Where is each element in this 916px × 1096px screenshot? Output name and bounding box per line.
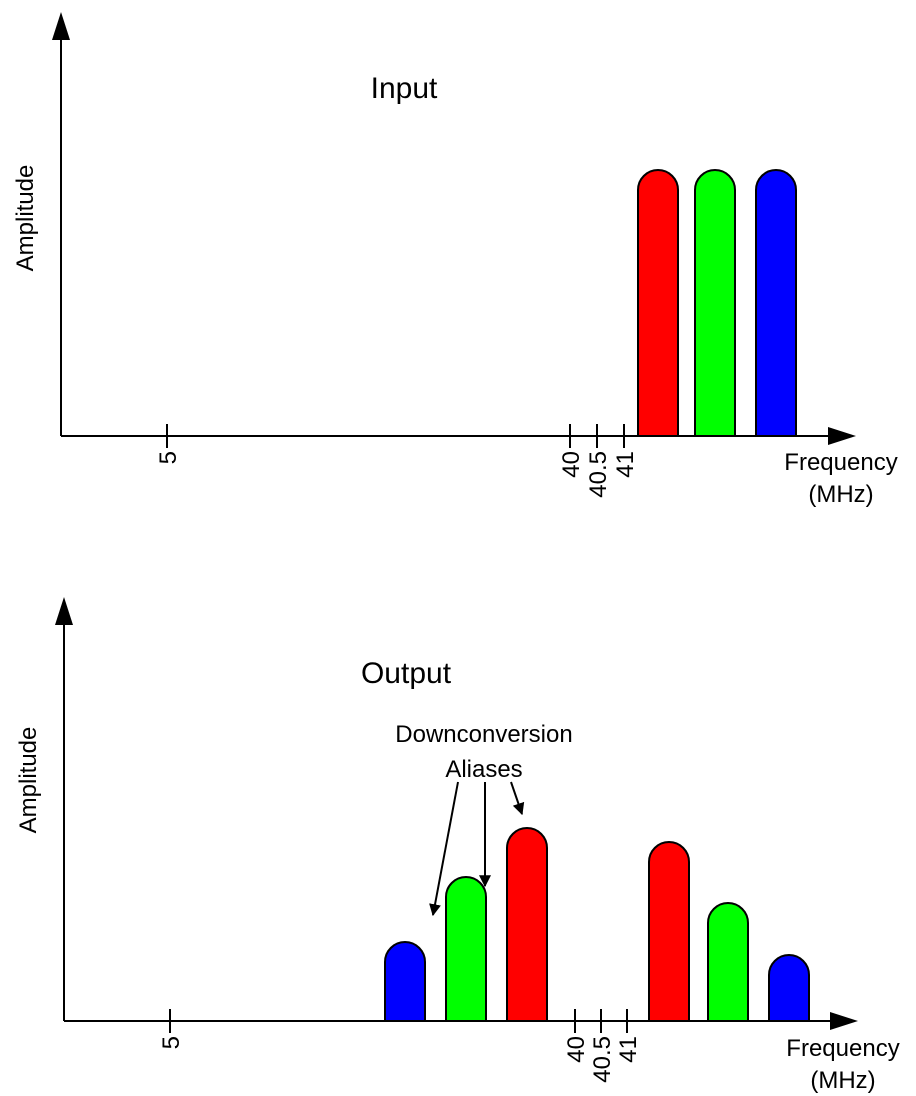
output-panel: 5 40 40.5 41 Output Amplitude Frequency … [15,597,900,1094]
input-x-axis-label-line1: Frequency [784,449,897,476]
output-green-pulse [707,902,749,1022]
output-y-axis-label: Amplitude [15,727,42,834]
input-blue-pulse [755,169,797,437]
annotation-arrow-left [429,781,459,917]
output-blue-pulse [768,954,810,1022]
input-green-pulse [694,169,736,437]
output-x-axis-label-line2: (MHz) [810,1067,875,1094]
output-y-axis-arrowhead [55,597,73,625]
output-green-alias-pulse [445,876,487,1022]
input-red-pulse [637,169,679,437]
input-y-axis-arrowhead [52,12,70,40]
output-tick-label-41: 41 [615,1036,642,1063]
output-x-axis-label-line1: Frequency [786,1035,899,1062]
input-y-axis-label: Amplitude [12,165,39,272]
input-tick-label-5: 5 [155,451,182,464]
output-red-pulse [648,841,690,1022]
annotation-label-line1: Downconversion [395,721,572,748]
input-title: Input [371,72,438,105]
output-tick-label-5: 5 [158,1036,185,1049]
output-title: Output [361,657,452,690]
output-tick-label-40: 40 [563,1036,590,1063]
input-x-axis-arrowhead [828,427,856,445]
output-tick-label-40-5: 40.5 [589,1036,616,1083]
input-tick-label-41: 41 [612,451,639,478]
annotation-label-line2: Aliases [445,756,522,783]
input-tick-label-40: 40 [558,451,585,478]
output-blue-alias-pulse [384,941,426,1022]
input-tick-label-40-5: 40.5 [585,451,612,498]
input-x-axis-label-line2: (MHz) [808,481,873,508]
output-red-alias-pulse [506,827,548,1022]
output-x-axis-arrowhead [830,1012,858,1030]
input-panel: 5 40 40.5 41 Input Amplitude Frequency (… [12,12,898,508]
annotation-arrow-right [510,781,525,816]
